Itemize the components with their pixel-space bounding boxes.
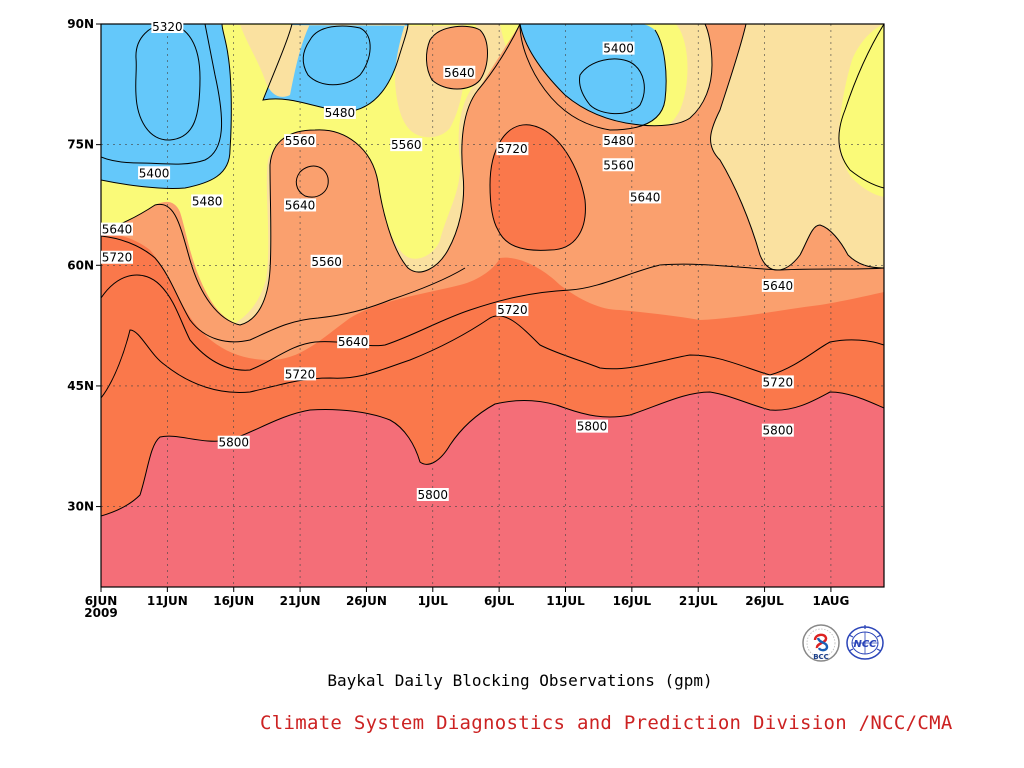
contour-label: 5320 (151, 20, 184, 34)
x-tick-label: 6JUL (484, 594, 515, 608)
y-tick-label: 90N (67, 17, 94, 31)
credit-text: Climate System Diagnostics and Predictio… (260, 712, 953, 734)
band-5640-5720-cell-a (296, 166, 329, 198)
ncc-logo-text: NCC (853, 639, 877, 650)
svg-text:5640: 5640 (444, 66, 475, 80)
chart-title: Baykal Daily Blocking Observations (gpm) (327, 671, 713, 690)
svg-text:5720: 5720 (497, 142, 528, 156)
x-axis: 6JUN 11JUN 16JUN 21JUN 26JUN 1JUL 6JUL 11JUL 16J… (84, 587, 849, 620)
svg-text:5320: 5320 (152, 20, 183, 34)
svg-text:5720: 5720 (102, 251, 133, 265)
y-tick-label: 30N (67, 500, 94, 514)
contour-label: 5800 (761, 423, 794, 438)
contour-lines (101, 24, 884, 517)
plot-frame (100, 23, 885, 588)
x-year-label: 2009 (84, 606, 117, 620)
contour-label: 5560 (284, 134, 317, 148)
contour-label: 5720 (101, 250, 133, 265)
svg-text:5800: 5800 (763, 424, 794, 438)
svg-text:5640: 5640 (338, 335, 369, 349)
contour-label: 5640 (284, 198, 317, 212)
x-tick-label: 21JUN (280, 594, 321, 608)
x-tick-label: 26JUN (346, 594, 387, 608)
contour-label: 5480 (602, 134, 635, 148)
contour-labels: 5320 5400 5480 5640 5720 5480 5560 5640 5560 5640… (101, 20, 794, 502)
svg-text:5400: 5400 (603, 42, 634, 56)
bcc-logo-text: BCC (813, 653, 829, 661)
contour-label: 5400 (138, 166, 171, 180)
contour-label: 5560 (310, 254, 343, 269)
svg-text:5640: 5640 (630, 190, 661, 204)
plot-area (101, 24, 884, 587)
svg-text:5640: 5640 (102, 223, 133, 237)
svg-text:5480: 5480 (192, 194, 223, 208)
svg-text:5800: 5800 (218, 436, 249, 450)
x-tick-label: 1AUG (812, 594, 849, 608)
x-tick-label: 21JUL (679, 594, 718, 608)
x-tick-label: 1JUL (418, 594, 449, 608)
contour-label: 5400 (602, 41, 635, 56)
contour-label: 5560 (602, 158, 635, 172)
svg-text:5480: 5480 (603, 134, 634, 148)
x-tick-label: 6JUN (85, 594, 118, 608)
svg-text:5560: 5560 (311, 255, 342, 269)
contour-label: 5560 (390, 138, 423, 152)
contour-label: 5720 (496, 303, 529, 317)
x-tick-label: 16JUN (213, 594, 254, 608)
band-5720-5800-cell (490, 124, 586, 251)
contour-label: 5640 (337, 335, 370, 349)
contour-label: 5800 (217, 435, 250, 450)
x-tick-label: 26JUL (745, 594, 784, 608)
contour-label: 5800 (416, 488, 449, 502)
contour-label: 5800 (576, 419, 609, 434)
svg-text:5480: 5480 (325, 106, 356, 120)
contour-label: 5480 (323, 105, 356, 120)
svg-text:5720: 5720 (285, 367, 316, 381)
svg-text:5800: 5800 (418, 488, 449, 502)
y-tick-label: 60N (67, 258, 94, 272)
svg-text:5800: 5800 (577, 420, 608, 434)
x-tick-label: 11JUL (546, 594, 585, 608)
band-above-5800 (101, 392, 884, 587)
svg-text:5560: 5560 (603, 158, 634, 172)
svg-text:5720: 5720 (763, 375, 794, 389)
svg-text:5560: 5560 (391, 138, 422, 152)
contour-label: 5720 (496, 142, 529, 156)
x-tick-label: 16JUL (613, 594, 652, 608)
y-tick-label: 45N (67, 379, 94, 393)
contour-label: 5640 (443, 65, 476, 80)
contour-label: 5640 (101, 222, 133, 237)
svg-text:5400: 5400 (139, 166, 170, 180)
contour-label: 5720 (284, 367, 317, 381)
contour-label: 5640 (761, 278, 794, 293)
ncc-logo-icon: NCC (846, 625, 884, 660)
y-axis: 30N 45N 60N 75N 90N (67, 17, 101, 514)
svg-text:5560: 5560 (285, 134, 316, 148)
svg-text:5640: 5640 (763, 279, 794, 293)
bcc-logo-icon: BCC (802, 624, 840, 662)
contour-label: 5640 (629, 190, 662, 204)
y-tick-label: 75N (67, 138, 94, 152)
contour-label: 5720 (761, 375, 794, 389)
svg-text:5720: 5720 (497, 303, 528, 317)
contour-label: 5480 (191, 194, 224, 208)
x-tick-label: 11JUN (147, 594, 188, 608)
svg-text:5640: 5640 (285, 198, 316, 212)
